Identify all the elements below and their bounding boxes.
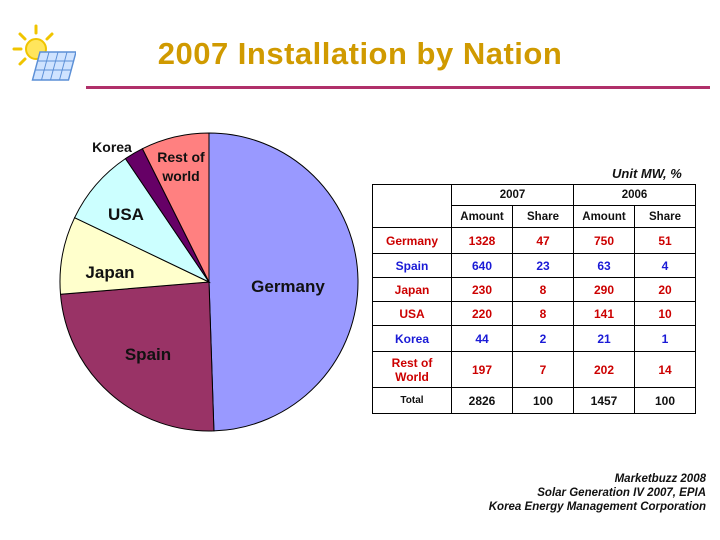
pie-label-rest-of-world: Rest of world [157, 149, 205, 184]
table-row: Spain 640 23 63 4 [372, 253, 696, 278]
table-cell: 2 [512, 325, 574, 352]
table-cell: 10 [634, 301, 696, 326]
table-row: Japan 230 8 290 20 [372, 277, 696, 302]
table-cell: 100 [634, 387, 696, 414]
table-cell: 7 [512, 351, 574, 388]
table-cell: 51 [634, 227, 696, 254]
table-cell: 8 [512, 301, 574, 326]
column-header-amount: Amount [451, 205, 513, 228]
table-row: Total 2826 100 1457 100 [372, 387, 696, 414]
row-label: Spain [372, 253, 452, 278]
sources-block: Marketbuzz 2008 Solar Generation IV 2007… [489, 472, 706, 514]
pie-slice-rest-of-world [141, 132, 210, 283]
pie-slice-germany [208, 132, 359, 432]
table-corner [372, 184, 452, 228]
table-cell: 197 [451, 351, 513, 388]
table-cell: 2826 [451, 387, 513, 414]
table-cell: 230 [451, 277, 513, 302]
row-label: Japan [372, 277, 452, 302]
table-cell: 1328 [451, 227, 513, 254]
table-row: Korea 44 2 21 1 [372, 325, 696, 352]
source-line: Marketbuzz 2008 [614, 473, 706, 485]
pie-label-korea: Korea [92, 139, 132, 155]
table-cell: 8 [512, 277, 574, 302]
pie-label-spain: Spain [125, 345, 171, 364]
pie-label-japan: Japan [85, 263, 134, 282]
table-cell: 14 [634, 351, 696, 388]
row-label: Korea [372, 325, 452, 352]
table-unit-label: Unit MW, % [612, 166, 682, 181]
table-cell: 21 [573, 325, 635, 352]
column-header-share: Share [512, 205, 574, 228]
table-cell: 100 [512, 387, 574, 414]
table-row: Rest of World 197 7 202 14 [372, 351, 696, 388]
installation-table: 2007 2006 Amount Share Amount Share Germany… [372, 184, 696, 414]
table-cell: 640 [451, 253, 513, 278]
table-cell: 4 [634, 253, 696, 278]
row-label: Total [372, 387, 452, 414]
table-cell: 63 [573, 253, 635, 278]
pie-slice-spain [59, 281, 215, 432]
column-header-share: Share [634, 205, 696, 228]
table-cell: 220 [451, 301, 513, 326]
column-header-amount: Amount [573, 205, 635, 228]
source-line: Solar Generation IV 2007, EPIA [537, 487, 706, 499]
group-header-2006: 2006 [573, 184, 696, 206]
table-row: Germany 1328 47 750 51 [372, 227, 696, 254]
table-cell: 20 [634, 277, 696, 302]
table-cell: 141 [573, 301, 635, 326]
pie-label-germany: Germany [251, 277, 325, 296]
table-cell: 1457 [573, 387, 635, 414]
page-title: 2007 Installation by Nation [157, 36, 563, 71]
table-row: USA 220 8 141 10 [372, 301, 696, 326]
pie-label-usa: USA [108, 205, 144, 224]
installation-pie-chart: Germany Spain Japan USA Korea Rest of world [59, 132, 359, 432]
source-line: Korea Energy Management Corporation [488, 501, 706, 513]
table-cell: 47 [512, 227, 574, 254]
table-cell: 202 [573, 351, 635, 388]
table-cell: 44 [451, 325, 513, 352]
table-cell: 750 [573, 227, 635, 254]
title-divider [86, 86, 710, 89]
group-header-2007: 2007 [451, 184, 574, 206]
row-label: Germany [372, 227, 452, 254]
row-label: USA [372, 301, 452, 326]
sun-panel-logo-icon [10, 22, 77, 88]
table-cell: 23 [512, 253, 574, 278]
table-cell: 1 [634, 325, 696, 352]
table-cell: 290 [573, 277, 635, 302]
row-label: Rest of World [372, 351, 452, 388]
